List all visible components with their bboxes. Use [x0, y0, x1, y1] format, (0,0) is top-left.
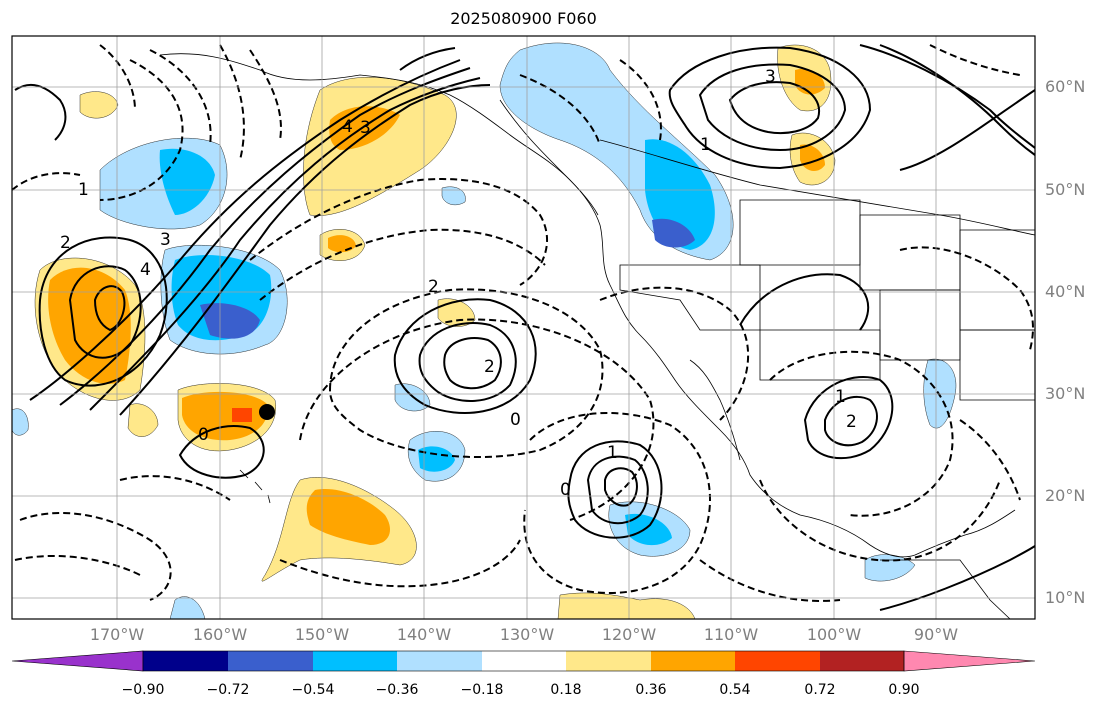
- lat-label-20n: 20°N: [1045, 486, 1086, 505]
- colorbar-tick-label: 0.90: [888, 682, 920, 698]
- contour-label-low-1: 0: [198, 425, 209, 445]
- colorbar-bin: [228, 651, 313, 671]
- colorbar-high-extension: [903, 650, 1036, 672]
- contour-value-labels: 4 3 3 4 2 1 3 2 1 0 2 1 0 1 2 0: [60, 67, 857, 500]
- lon-label-110w: 110°W: [703, 625, 759, 644]
- colorbar-tick-label: 0.72: [804, 682, 836, 698]
- map-frame: [11, 35, 1036, 620]
- colorbar-bin: [482, 651, 566, 671]
- colorbar-tick-label: −0.36: [375, 682, 419, 698]
- contour-label-low-2: 2: [60, 233, 71, 253]
- lon-label-90w: 90°W: [913, 625, 959, 644]
- lon-label-130w: 130°W: [499, 625, 555, 644]
- colorbar-bin: [397, 651, 482, 671]
- colorbar-bin: [143, 651, 228, 671]
- lat-label-40n: 40°N: [1045, 282, 1086, 301]
- contour-label-low-6: 2: [428, 277, 439, 297]
- colorbar-bin: [651, 651, 735, 671]
- colorbar-low-extension: [11, 650, 144, 672]
- colorbar-bin: [313, 651, 397, 671]
- contour-lines-dashed: [11, 44, 1034, 602]
- contour-label-low-3: 1: [78, 180, 89, 200]
- contour-label-high-7: 3: [765, 67, 776, 87]
- contour-label-high-8: 2: [846, 412, 857, 432]
- colorbar: [11, 650, 1036, 672]
- colorbar-bin: [735, 651, 820, 671]
- colorbar-tick-label: 0.54: [719, 682, 751, 698]
- contour-label-high-3: 3: [360, 118, 371, 138]
- colorbar-tick-label: −0.72: [206, 682, 250, 698]
- grid-lines: [12, 36, 1035, 619]
- coastlines: [159, 53, 1036, 620]
- lat-label-30n: 30°N: [1045, 384, 1086, 403]
- contour-label-low-5: 1: [700, 135, 711, 155]
- lon-label-150w: 150°W: [294, 625, 350, 644]
- lon-label-100w: 100°W: [806, 625, 862, 644]
- colorbar-bin: [566, 651, 651, 671]
- contour-label-high-6: 1: [607, 443, 618, 463]
- contour-label-high-9: 1: [835, 387, 846, 407]
- storm-center-marker: [259, 404, 275, 420]
- contour-lines: [14, 44, 1036, 611]
- lon-label-140w: 140°W: [396, 625, 452, 644]
- lon-label-120w: 120°W: [601, 625, 657, 644]
- contour-label-low-4: 0: [510, 410, 521, 430]
- contour-label-high-1: 4: [140, 260, 151, 280]
- contour-label-high-5: 2: [484, 357, 495, 377]
- lat-label-60n: 60°N: [1045, 77, 1086, 96]
- colorbar-tick-label: 0.36: [635, 682, 667, 698]
- colorbar-tick-label: −0.18: [460, 682, 504, 698]
- lat-label-50n: 50°N: [1045, 180, 1086, 199]
- lon-label-160w: 160°W: [192, 625, 248, 644]
- colorbar-tick-label: −0.90: [121, 682, 165, 698]
- lat-label-10n: 10°N: [1045, 588, 1086, 607]
- lon-label-170w: 170°W: [89, 625, 145, 644]
- contour-label-high-2: 3: [160, 230, 171, 250]
- map-title: 2025080900 F060: [450, 9, 597, 28]
- colorbar-tick-label: 0.18: [550, 682, 582, 698]
- colorbar-bin: [820, 651, 904, 671]
- colorbar-tick-label: −0.54: [291, 682, 335, 698]
- contour-label-high-4: 4: [342, 117, 353, 137]
- contour-label-low-7: 0: [560, 480, 571, 500]
